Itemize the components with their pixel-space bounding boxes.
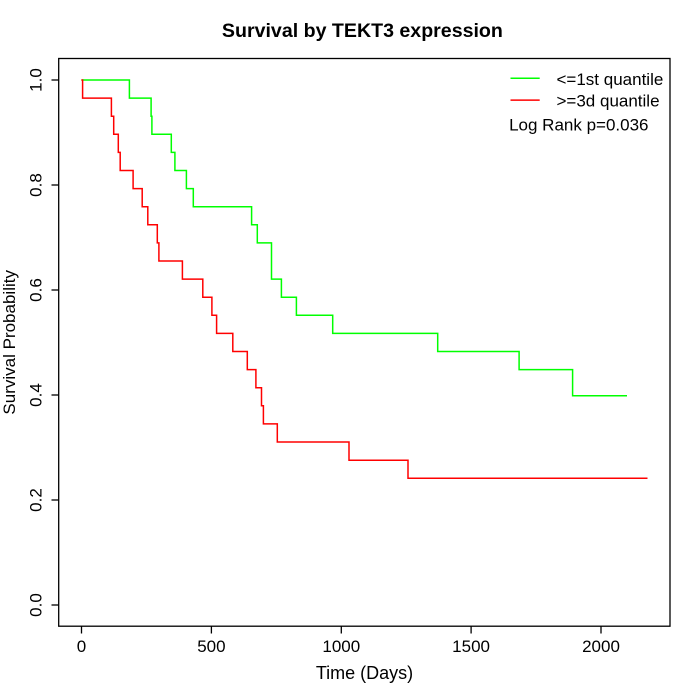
svg-text:>=3d quantile: >=3d quantile bbox=[557, 92, 660, 111]
svg-text:1.0: 1.0 bbox=[26, 68, 45, 92]
svg-text:<=1st quantile: <=1st quantile bbox=[557, 70, 664, 89]
svg-text:1500: 1500 bbox=[452, 637, 490, 656]
svg-text:Survival Probability: Survival Probability bbox=[0, 270, 19, 415]
svg-text:2000: 2000 bbox=[582, 637, 620, 656]
svg-text:0.8: 0.8 bbox=[26, 173, 45, 197]
svg-text:0.0: 0.0 bbox=[26, 593, 45, 617]
svg-text:0.2: 0.2 bbox=[26, 488, 45, 512]
svg-text:0.6: 0.6 bbox=[26, 278, 45, 302]
svg-text:Log Rank p=0.036: Log Rank p=0.036 bbox=[509, 116, 648, 135]
svg-text:0: 0 bbox=[77, 637, 86, 656]
svg-text:0.4: 0.4 bbox=[26, 383, 45, 407]
svg-text:1000: 1000 bbox=[322, 637, 360, 656]
svg-text:Survival by TEKT3 expression: Survival by TEKT3 expression bbox=[222, 20, 503, 42]
svg-text:500: 500 bbox=[197, 637, 225, 656]
svg-text:Time (Days): Time (Days) bbox=[316, 663, 413, 683]
